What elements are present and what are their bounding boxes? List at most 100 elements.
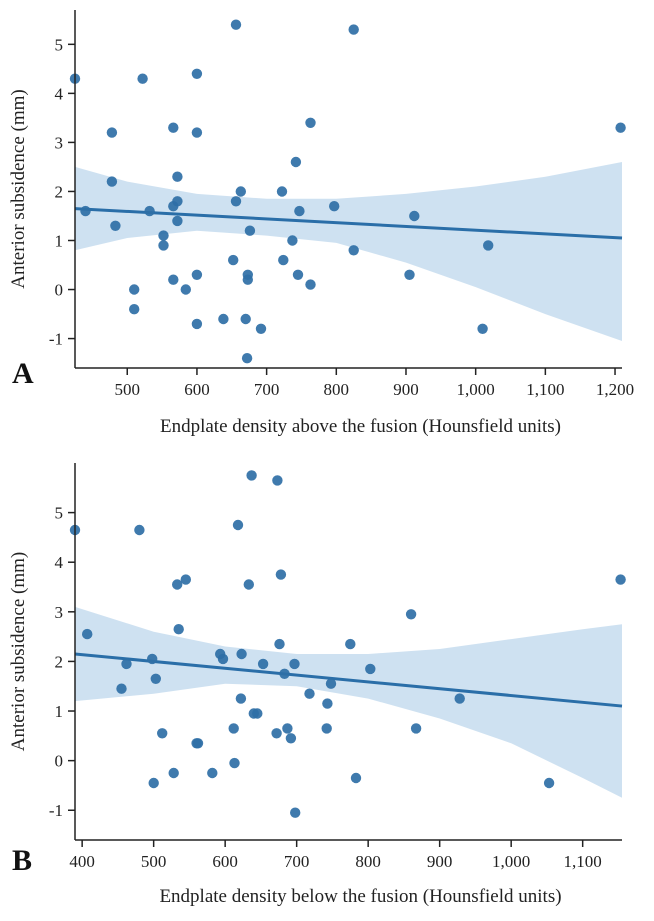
data-point xyxy=(147,653,158,665)
data-point xyxy=(168,122,179,133)
panel-a-chart: 500 600 700 800 900 1,000 1,100 1,200 -1012345 … xyxy=(8,10,634,437)
data-point xyxy=(230,196,242,207)
y-tick-label: 4 xyxy=(55,84,64,103)
data-point xyxy=(243,579,254,590)
data-point xyxy=(121,658,132,670)
y-tick-label: -1 xyxy=(49,801,63,820)
data-point xyxy=(116,683,127,694)
data-points xyxy=(69,470,626,818)
x-tick-label: 600 xyxy=(184,380,210,399)
data-point xyxy=(241,353,253,364)
data-point xyxy=(129,284,140,295)
data-point xyxy=(287,235,298,246)
data-point xyxy=(405,609,417,620)
data-point xyxy=(350,772,362,784)
y-tick-label: 0 xyxy=(55,281,64,300)
x-tick-label: 900 xyxy=(427,852,453,871)
data-point xyxy=(191,68,203,80)
y-tick-label: 3 xyxy=(55,133,64,152)
data-point xyxy=(129,304,140,315)
data-point xyxy=(172,196,183,207)
data-point xyxy=(252,708,263,719)
y-tick-label: 4 xyxy=(55,553,64,572)
x-ticks: 400 500 600 700 800 900 1,000 1,100 xyxy=(69,840,602,871)
data-point xyxy=(106,176,118,187)
data-point xyxy=(282,723,293,734)
data-point xyxy=(168,274,179,285)
data-point xyxy=(615,574,626,585)
x-axis-title: Endplate density below the fusion (Houns… xyxy=(159,886,561,907)
data-point xyxy=(180,284,191,295)
data-point xyxy=(148,777,159,789)
data-point xyxy=(172,171,183,182)
data-point xyxy=(106,127,118,138)
data-point xyxy=(82,628,93,640)
data-point xyxy=(244,225,256,236)
panel-b-chart: 400 500 600 700 800 900 1,000 1,100 -1 0 1 2 3 4 5 En… xyxy=(8,463,626,907)
data-point xyxy=(144,205,155,217)
data-point xyxy=(304,688,315,699)
data-point xyxy=(543,777,555,789)
data-point xyxy=(257,658,269,670)
data-point xyxy=(290,156,302,168)
data-point xyxy=(192,738,204,749)
data-point xyxy=(137,73,148,84)
data-point xyxy=(172,215,183,227)
data-points xyxy=(69,19,626,364)
data-point xyxy=(409,210,420,222)
y-axis-title: Anterior subsidence (mm) xyxy=(8,89,29,288)
x-tick-label: 900 xyxy=(393,380,419,399)
data-point xyxy=(207,767,218,779)
data-point xyxy=(292,269,304,280)
data-point xyxy=(218,313,229,325)
panel-label: B xyxy=(12,844,32,877)
data-point xyxy=(242,274,253,285)
data-point xyxy=(348,245,359,256)
x-tick-label: 700 xyxy=(284,852,310,871)
x-tick-label: 1,000 xyxy=(492,852,530,871)
x-tick-label: 700 xyxy=(254,380,280,399)
confidence-band xyxy=(75,162,622,341)
x-axis-title: Endplate density above the fusion (Houns… xyxy=(160,416,561,437)
data-point xyxy=(348,24,359,35)
data-point xyxy=(276,186,288,197)
data-point xyxy=(180,574,191,585)
y-tick-label: -1 xyxy=(49,330,63,349)
data-point xyxy=(274,638,285,650)
y-tick-label: 3 xyxy=(55,603,64,622)
y-ticks: -1 0 1 2 3 4 5 xyxy=(49,35,75,349)
data-point xyxy=(615,122,626,133)
data-point xyxy=(217,653,229,665)
data-point xyxy=(410,723,422,734)
data-point xyxy=(294,205,305,217)
y-tick-label: 0 xyxy=(55,752,64,771)
data-point xyxy=(110,220,121,231)
x-tick-label: 1,100 xyxy=(526,380,564,399)
data-point xyxy=(255,323,267,334)
x-tick-label: 1,000 xyxy=(457,380,495,399)
data-point xyxy=(168,767,179,779)
y-tick-label: 1 xyxy=(55,231,64,250)
x-tick-label: 500 xyxy=(141,852,167,871)
data-point xyxy=(483,240,494,251)
x-ticks: 500 600 700 800 900 1,000 1,100 1,200 xyxy=(115,368,634,399)
x-tick-label: 1,200 xyxy=(596,380,634,399)
x-tick-label: 400 xyxy=(69,852,95,871)
data-point xyxy=(289,658,300,670)
y-tick-label: 5 xyxy=(55,35,64,54)
x-tick-label: 800 xyxy=(324,380,350,399)
x-tick-label: 500 xyxy=(115,380,141,399)
data-point xyxy=(80,205,91,217)
data-point xyxy=(365,663,376,675)
data-point xyxy=(229,757,240,769)
data-point xyxy=(271,728,282,739)
confidence-band xyxy=(75,606,622,798)
data-point xyxy=(150,673,161,684)
data-point xyxy=(477,323,488,334)
data-point xyxy=(279,668,290,679)
data-point xyxy=(278,254,289,266)
data-point xyxy=(404,269,415,280)
y-ticks: -1 0 1 2 3 4 5 xyxy=(49,504,75,820)
data-point xyxy=(236,648,247,660)
